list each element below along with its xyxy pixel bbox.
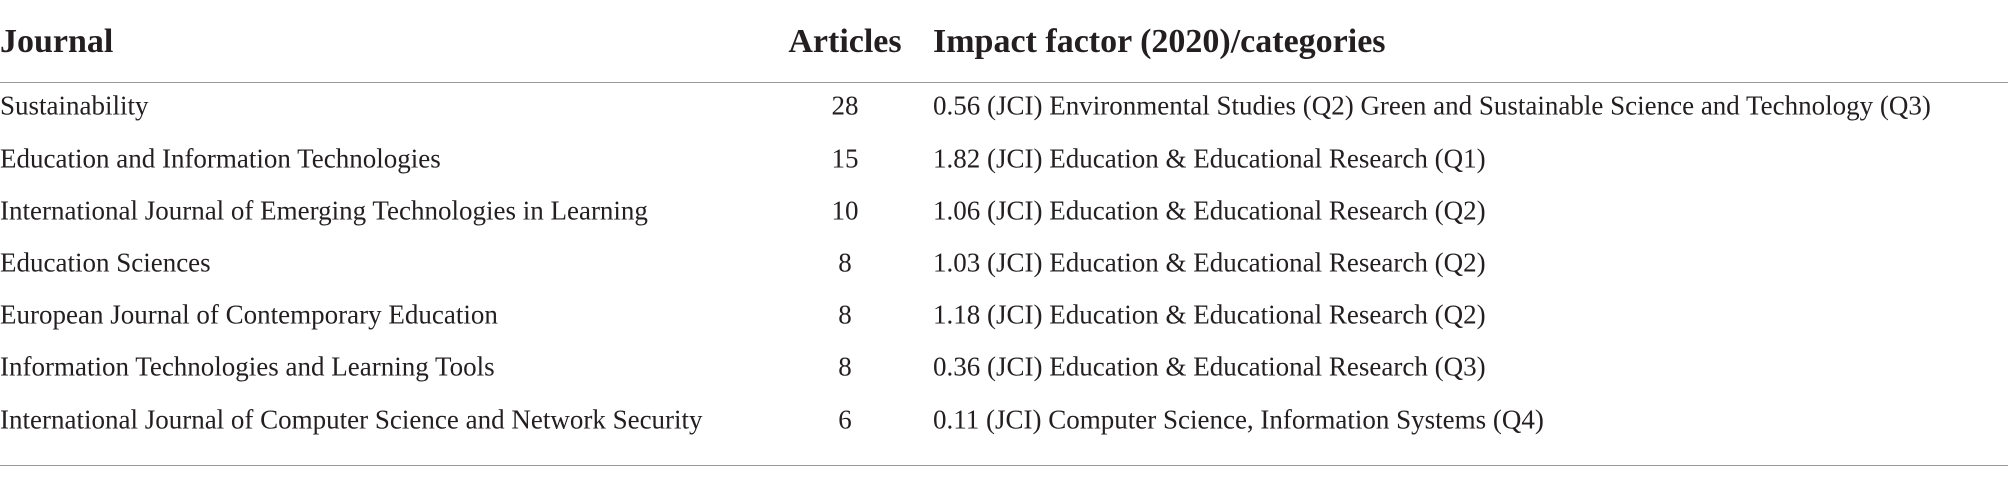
- journal-cell: Sustainability: [0, 90, 149, 121]
- journal-cell: European Journal of Contemporary Educati…: [0, 299, 498, 330]
- impact-cell: 1.03 (JCI) Education & Educational Resea…: [933, 247, 1486, 278]
- impact-cell: 1.18 (JCI) Education & Educational Resea…: [933, 299, 1486, 330]
- journal-cell: Education and Information Technologies: [0, 143, 441, 174]
- impact-cell: 1.82 (JCI) Education & Educational Resea…: [933, 143, 1486, 174]
- articles-cell: 28: [831, 90, 859, 121]
- impact-cell: 1.06 (JCI) Education & Educational Resea…: [933, 195, 1486, 226]
- bottom-rule: [0, 465, 2008, 466]
- articles-cell: 8: [838, 299, 852, 330]
- impact-cell: 0.56 (JCI) Environmental Studies (Q2) Gr…: [933, 90, 1931, 121]
- impact-cell: 0.11 (JCI) Computer Science, Information…: [933, 404, 1544, 435]
- articles-cell: 6: [838, 404, 852, 435]
- journal-cell: International Journal of Computer Scienc…: [0, 404, 703, 435]
- header-rule: [0, 82, 2008, 83]
- column-header: Journal: [0, 23, 114, 60]
- journal-cell: Education Sciences: [0, 247, 211, 278]
- journal-cell: Information Technologies and Learning To…: [0, 351, 495, 382]
- articles-cell: 8: [838, 351, 852, 382]
- articles-cell: 8: [838, 247, 852, 278]
- articles-cell: 15: [831, 143, 859, 174]
- articles-cell: 10: [831, 195, 859, 226]
- impact-cell: 0.36 (JCI) Education & Educational Resea…: [933, 351, 1486, 382]
- column-header: Impact factor (2020)/categories: [933, 23, 1386, 60]
- journal-cell: International Journal of Emerging Techno…: [0, 195, 648, 226]
- column-header: Articles: [788, 23, 902, 60]
